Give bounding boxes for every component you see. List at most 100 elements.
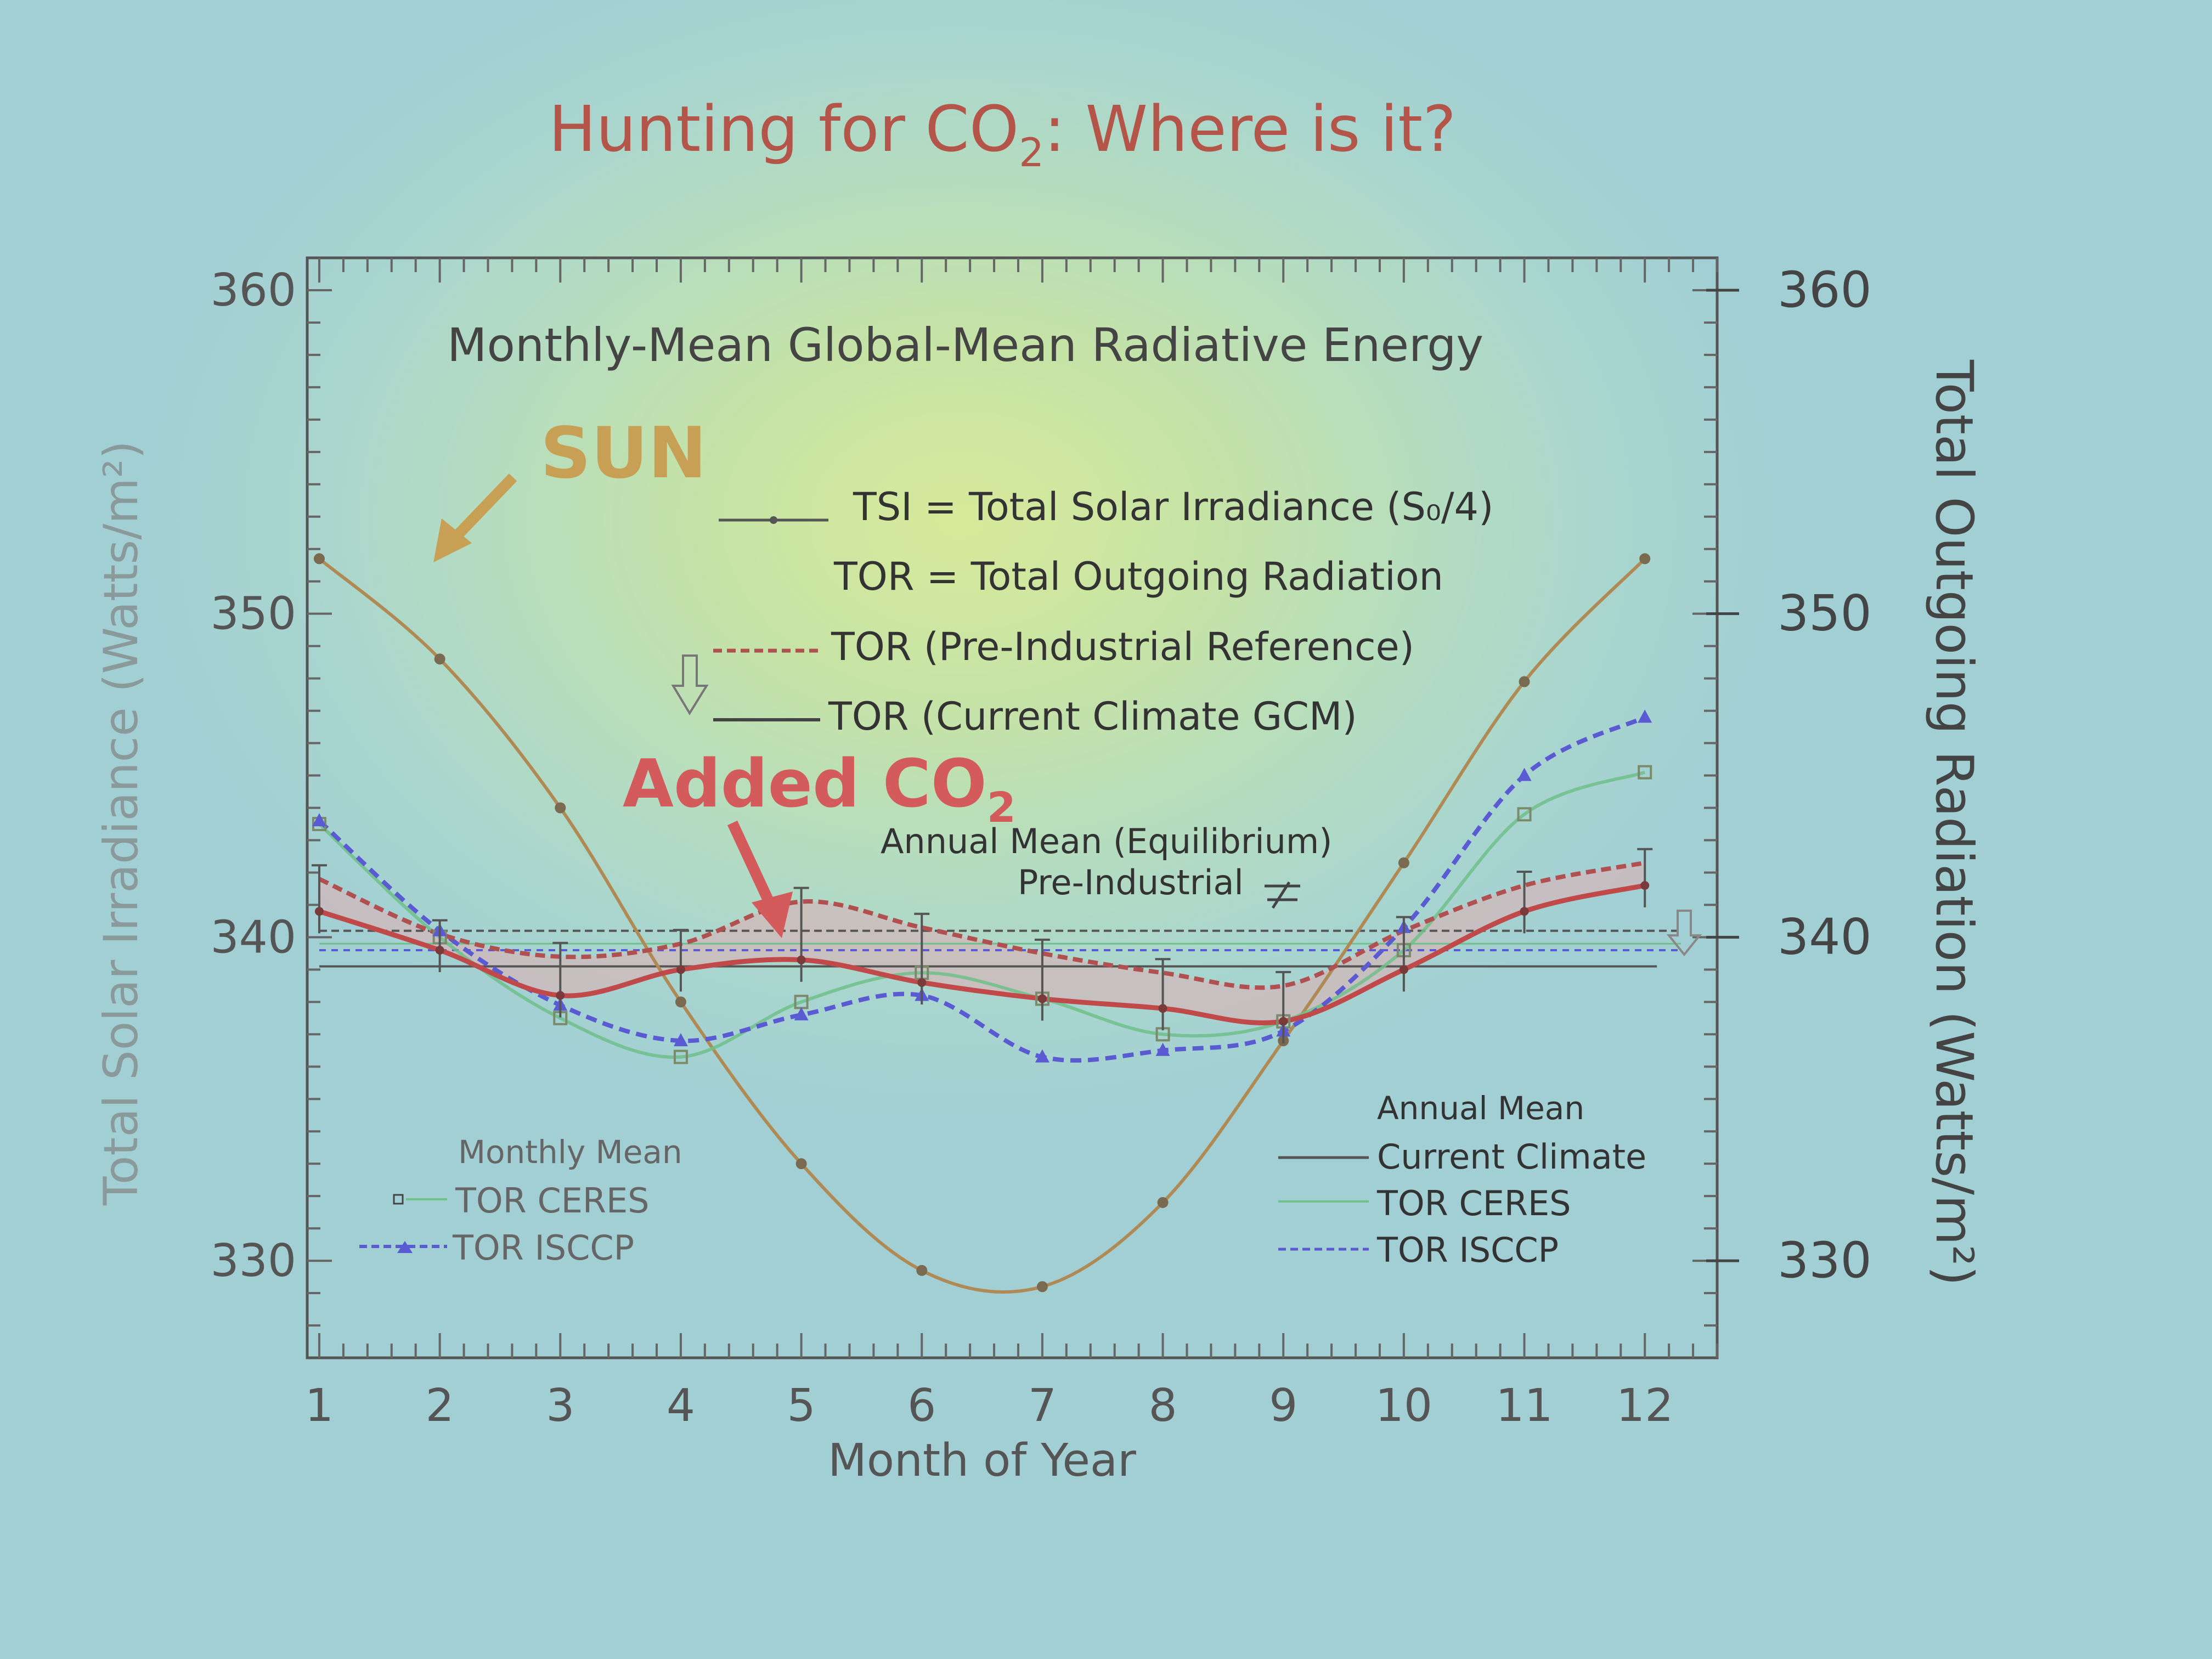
sun-annotation: SUN bbox=[540, 413, 707, 494]
isccp-point bbox=[673, 1033, 688, 1047]
slide-title-main: Hunting for CO bbox=[549, 93, 1019, 166]
tsi-point bbox=[555, 802, 566, 814]
preindustrial-label: Pre-Industrial bbox=[1018, 862, 1244, 902]
current-point bbox=[556, 991, 565, 1000]
y-tick-label-left: 330 bbox=[210, 1235, 296, 1287]
series-line-current bbox=[318, 883, 1646, 1026]
legend-monthly-ceres: TOR CERES bbox=[455, 1181, 650, 1221]
legend-annual-ceres: TOR CERES bbox=[1376, 1183, 1571, 1223]
current-point bbox=[1399, 965, 1408, 974]
band-fill bbox=[319, 862, 1645, 1023]
legend-top: TSI = Total Solar Irradiance (S₀/4) TOR … bbox=[671, 484, 1493, 739]
y-tick-label-left: 350 bbox=[210, 588, 296, 640]
ceres-point bbox=[673, 1049, 688, 1064]
legend-monthly: Monthly Mean TOR CERES TOR ISCCP bbox=[359, 1133, 682, 1268]
x-tick-label: 5 bbox=[787, 1380, 816, 1432]
tsi-point bbox=[916, 1265, 928, 1276]
preindustrial-pointer-icon bbox=[1265, 881, 1300, 909]
isccp-point bbox=[794, 1007, 809, 1020]
isccp-point bbox=[1155, 1042, 1170, 1056]
x-tick-label: 10 bbox=[1375, 1380, 1432, 1432]
series-line-tsi bbox=[318, 557, 1646, 1294]
tsi-point bbox=[1157, 1197, 1169, 1208]
x-tick-label: 3 bbox=[546, 1380, 574, 1432]
annual-mean-equilibrium-label: Annual Mean (Equilibrium) bbox=[881, 821, 1333, 861]
current-point bbox=[917, 978, 927, 987]
legend-monthly-isccp: TOR ISCCP bbox=[452, 1228, 634, 1268]
tsi-point bbox=[313, 553, 325, 565]
legend-tsi-marker bbox=[770, 516, 777, 524]
current-point bbox=[1640, 881, 1650, 890]
sun-arrow-icon bbox=[445, 473, 517, 547]
ceres-point bbox=[1517, 807, 1532, 822]
tsi-point bbox=[1519, 676, 1530, 687]
x-tick-label: 2 bbox=[426, 1380, 454, 1432]
isccp-point bbox=[312, 813, 326, 827]
legend-annual: Annual Mean Current Climate TOR CERES TO… bbox=[1278, 1090, 1646, 1270]
legend-annual-current: Current Climate bbox=[1377, 1137, 1646, 1177]
isccp-point bbox=[1517, 768, 1532, 781]
isccp-point bbox=[1638, 709, 1652, 723]
series-line-ceres bbox=[318, 770, 1646, 1059]
co2-annotation-subscript: 2 bbox=[987, 783, 1016, 832]
legend-isccp-marker bbox=[397, 1241, 413, 1253]
y-tick-label-right: 350 bbox=[1778, 585, 1872, 642]
legend-tor-current: TOR (Current Climate GCM) bbox=[828, 694, 1357, 739]
slide-title: Hunting for CO2: Where is it? bbox=[549, 93, 1456, 176]
x-tick-label: 9 bbox=[1269, 1380, 1297, 1432]
y-axis-label-left: Total Solar Irradiance (Watts/m²) bbox=[94, 441, 149, 1206]
legend-ceres-marker bbox=[393, 1194, 404, 1205]
tsi-point bbox=[434, 653, 445, 665]
chart-title: Monthly-Mean Global-Mean Radiative Energ… bbox=[447, 318, 1483, 372]
current-point bbox=[314, 907, 324, 916]
tsi-point bbox=[675, 996, 686, 1008]
ceres-point bbox=[1638, 765, 1652, 780]
legend-tor-pre: TOR (Pre-Industrial Reference) bbox=[831, 624, 1414, 669]
legend-tsi: TSI = Total Solar Irradiance (S₀/4) bbox=[853, 484, 1493, 529]
sun-arrow-head-icon bbox=[433, 518, 472, 562]
legend-tor: TOR = Total Outgoing Radiation bbox=[833, 554, 1443, 599]
slide-title-end: : Where is it? bbox=[1044, 93, 1456, 166]
co2-difference-band bbox=[319, 862, 1645, 1023]
tsi-point bbox=[1639, 553, 1651, 565]
y-tick-label-right: 330 bbox=[1778, 1232, 1872, 1289]
annual-legend-title: Annual Mean bbox=[1377, 1090, 1584, 1127]
tsi-point bbox=[795, 1158, 807, 1170]
legend-annual-isccp: TOR ISCCP bbox=[1376, 1230, 1559, 1270]
co2-annotation-main: Added CO bbox=[623, 746, 987, 822]
co2-annotation: Added CO2 bbox=[623, 746, 1016, 832]
x-tick-label: 4 bbox=[667, 1380, 695, 1432]
co2-arrow-head-icon bbox=[752, 891, 793, 938]
co2-arrow-icon bbox=[727, 820, 774, 902]
y-tick-label-left: 360 bbox=[210, 264, 296, 317]
x-tick-label: 7 bbox=[1028, 1380, 1057, 1432]
isccp-point bbox=[1035, 1049, 1049, 1063]
slide-title-subscript: 2 bbox=[1019, 129, 1044, 176]
monthly-legend-title: Monthly Mean bbox=[458, 1133, 682, 1171]
series-layer bbox=[318, 557, 1646, 1294]
x-tick-label: 11 bbox=[1496, 1380, 1553, 1432]
tsi-point bbox=[1036, 1281, 1048, 1293]
current-point bbox=[1279, 1017, 1288, 1026]
x-tick-label: 8 bbox=[1148, 1380, 1177, 1432]
x-tick-label: 6 bbox=[907, 1380, 936, 1432]
y-tick-label-right: 360 bbox=[1778, 261, 1872, 319]
tsi-point bbox=[1398, 857, 1409, 868]
x-tick-label: 12 bbox=[1616, 1380, 1673, 1432]
current-point bbox=[1158, 1004, 1167, 1013]
current-point bbox=[435, 945, 444, 955]
tick-marks bbox=[307, 258, 1739, 1358]
current-point bbox=[1037, 994, 1047, 1003]
current-point bbox=[676, 965, 685, 974]
y-axis-label-right: Total Outgoing Radiation (Watts/m²) bbox=[1924, 359, 1984, 1286]
y-tick-label-right: 340 bbox=[1778, 908, 1872, 966]
series-line-pre bbox=[318, 860, 1645, 990]
right-down-arrow-icon bbox=[1666, 910, 1702, 957]
current-point bbox=[797, 955, 806, 964]
marker-layer bbox=[311, 553, 1653, 1293]
y-tick-label-left: 340 bbox=[210, 911, 296, 963]
legend-down-arrow-icon bbox=[671, 654, 709, 715]
series-line-isccp bbox=[318, 715, 1646, 1063]
